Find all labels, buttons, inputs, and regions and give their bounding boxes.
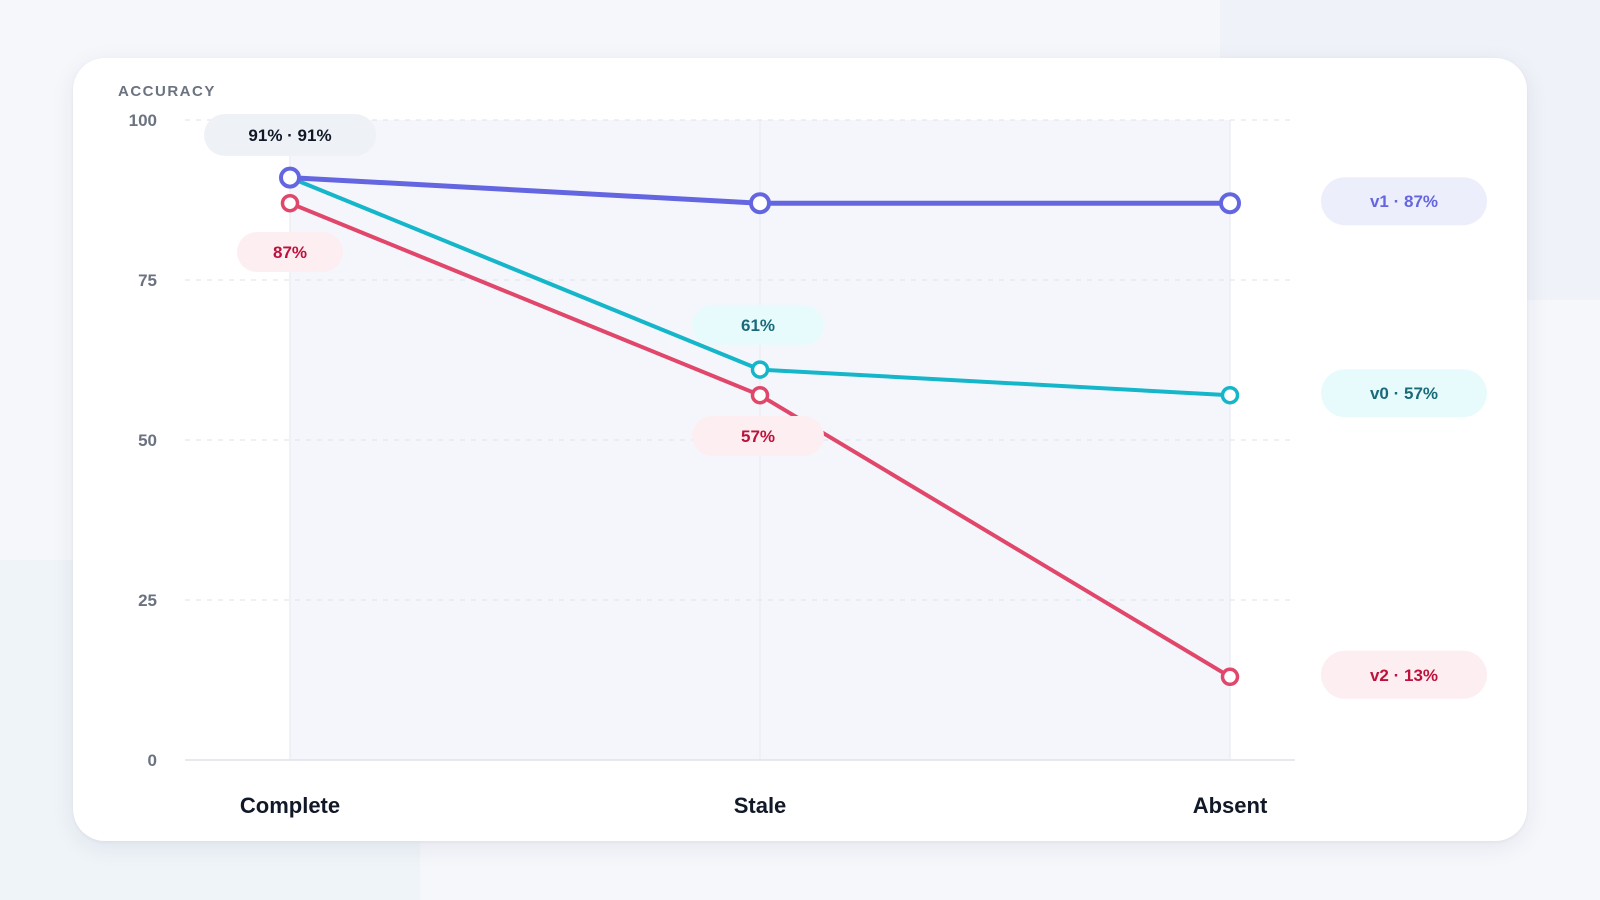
data-point-v2	[750, 385, 770, 405]
data-label: 61%	[741, 316, 775, 335]
data-label: 91% · 91%	[248, 126, 331, 145]
data-label-pill	[237, 232, 343, 272]
data-labels: 91% · 91% 87% 61% 57%	[204, 114, 824, 456]
series-end-label-v1: v1 · 87%	[1370, 192, 1438, 211]
series-end-pill-v1	[1321, 177, 1487, 226]
data-label-pill	[692, 416, 824, 456]
data-point-v2	[1220, 667, 1240, 687]
y-tick-label: 50	[138, 431, 157, 450]
series-end-pill-v2	[1321, 650, 1487, 699]
series-end-label-v2: v2 · 13%	[1370, 666, 1438, 685]
y-axis-title: ACCURACY	[118, 83, 216, 100]
y-axis-ticks: 0 25 50 75 100	[129, 111, 157, 770]
data-point-v2	[280, 193, 300, 213]
y-tick-label: 75	[138, 271, 157, 290]
data-point-v1	[749, 192, 771, 215]
series-end-label-v0: v0 · 57%	[1370, 384, 1438, 403]
data-label-pill	[692, 305, 824, 345]
x-axis-ticks: Complete Stale Absent	[240, 793, 1268, 818]
y-tick-label: 0	[148, 751, 157, 770]
data-label-pill	[204, 114, 376, 156]
data-point-v1	[279, 166, 301, 189]
data-point-v1	[1219, 192, 1241, 215]
data-point-v0	[1220, 385, 1240, 405]
x-tick-label: Stale	[734, 793, 787, 818]
y-tick-label: 25	[138, 591, 157, 610]
x-tick-label: Absent	[1193, 793, 1268, 818]
grid	[185, 119, 1295, 761]
x-tick-label: Complete	[240, 793, 340, 818]
data-label: 87%	[273, 243, 307, 262]
series-end-labels: v1 · 87% v0 · 57% v2 · 13%	[1321, 177, 1487, 699]
series-points	[279, 166, 1241, 687]
y-tick-label: 100	[129, 111, 157, 130]
data-point-v0	[750, 360, 770, 379]
data-label: 57%	[741, 427, 775, 446]
series-end-pill-v0	[1321, 369, 1487, 418]
